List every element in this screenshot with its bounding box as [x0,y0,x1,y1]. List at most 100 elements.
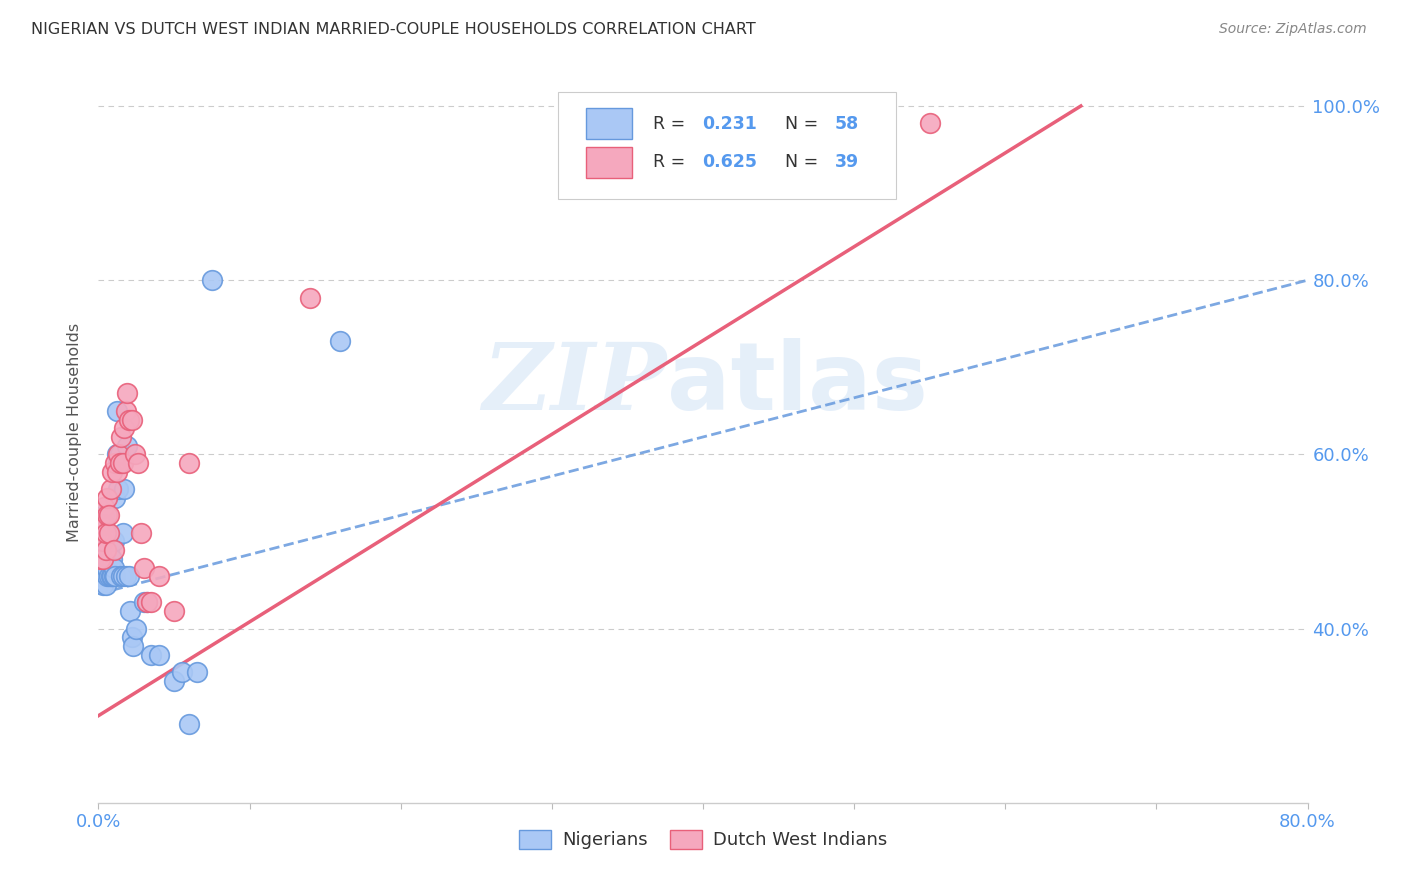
Point [96,491,118,505]
Point [186,665,208,680]
Point [132,560,155,574]
Point [135,595,157,609]
Point [104,491,127,505]
Text: 39: 39 [835,153,859,171]
Point [201,273,224,287]
Point [299,291,322,305]
Point [103,543,125,558]
Point [112,482,135,496]
Point [105,404,128,418]
Point [125,622,148,636]
Point [104,456,127,470]
Point [96,543,118,558]
Text: R =: R = [654,153,692,171]
Point [163,604,186,618]
Point [93,543,115,558]
Point [91,578,114,592]
Point [105,447,128,461]
Point [101,552,124,566]
Point [90,534,112,549]
Point [114,569,136,583]
Point [98,569,121,583]
Point [329,334,352,348]
Point [107,456,129,470]
Point [120,604,142,618]
Point [94,534,117,549]
Point [103,534,125,549]
Point [98,525,121,540]
Point [111,525,134,540]
Point [96,569,118,583]
Legend: Nigerians, Dutch West Indians: Nigerians, Dutch West Indians [512,822,894,856]
Point [118,412,141,426]
Point [89,552,111,566]
Point [98,508,121,523]
Point [89,525,111,540]
Point [108,447,131,461]
Point [103,569,125,583]
Point [90,525,112,540]
Point [94,560,117,574]
FancyBboxPatch shape [586,108,631,139]
Point [90,517,112,532]
Point [89,543,111,558]
Point [100,552,122,566]
Point [129,525,152,540]
Point [91,552,114,566]
Text: 58: 58 [835,115,859,133]
Point [115,439,138,453]
Point [93,508,115,523]
Point [96,560,118,574]
Point [179,717,201,731]
Point [114,404,136,418]
Point [115,386,138,401]
Point [91,552,114,566]
Point [127,456,149,470]
Point [100,569,122,583]
Point [107,482,129,496]
Point [179,456,201,470]
Point [101,465,124,479]
Point [108,456,131,470]
Point [103,560,125,574]
Point [90,534,112,549]
Point [124,447,146,461]
Point [170,665,193,680]
Point [94,552,117,566]
Point [90,569,112,583]
Point [98,552,121,566]
Text: R =: R = [654,115,692,133]
Point [122,639,145,653]
Point [918,116,941,130]
Point [110,569,132,583]
FancyBboxPatch shape [586,147,631,178]
Point [111,569,134,583]
Point [100,534,122,549]
Point [132,595,155,609]
Point [94,578,117,592]
Point [93,500,115,514]
Point [96,508,118,523]
Point [94,525,117,540]
Point [91,534,114,549]
Text: N =: N = [775,115,824,133]
Point [101,569,124,583]
Point [98,543,121,558]
Text: N =: N = [775,153,824,171]
Point [93,525,115,540]
Point [121,412,143,426]
Point [141,648,163,662]
Point [93,517,115,532]
Point [89,560,111,574]
Point [163,673,186,688]
Point [110,456,132,470]
Text: NIGERIAN VS DUTCH WEST INDIAN MARRIED-COUPLE HOUSEHOLDS CORRELATION CHART: NIGERIAN VS DUTCH WEST INDIAN MARRIED-CO… [31,22,755,37]
Point [121,630,143,644]
Text: 0.231: 0.231 [702,115,756,133]
Y-axis label: Married-couple Households: Married-couple Households [67,323,83,542]
Point [111,456,134,470]
Point [94,543,117,558]
Point [118,569,141,583]
Point [110,430,132,444]
Text: Source: ZipAtlas.com: Source: ZipAtlas.com [1219,22,1367,37]
